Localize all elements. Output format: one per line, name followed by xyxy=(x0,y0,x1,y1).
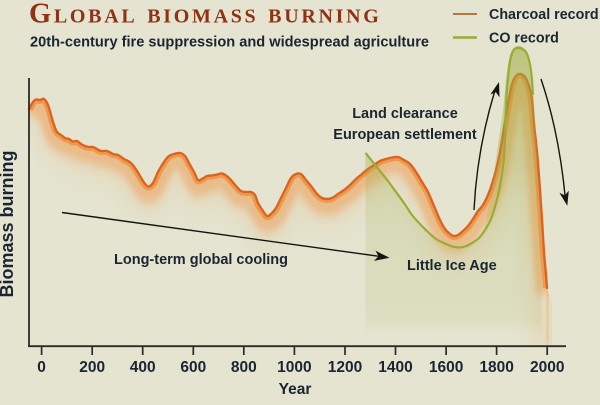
svg-text:2000: 2000 xyxy=(530,359,564,376)
svg-text:400: 400 xyxy=(130,359,156,376)
svg-text:1800: 1800 xyxy=(479,359,513,376)
svg-text:Little Ice Age: Little Ice Age xyxy=(407,258,497,274)
svg-text:1000: 1000 xyxy=(277,359,311,376)
svg-text:Biomass burning: Biomass burning xyxy=(0,150,17,297)
svg-text:CO record: CO record xyxy=(489,31,559,47)
svg-text:European settlement: European settlement xyxy=(333,127,477,143)
svg-text:Land clearance: Land clearance xyxy=(352,106,458,122)
svg-text:0: 0 xyxy=(37,359,46,376)
svg-text:200: 200 xyxy=(79,359,105,376)
svg-text:800: 800 xyxy=(231,359,257,376)
svg-text:Long-term global cooling: Long-term global cooling xyxy=(114,252,288,268)
svg-text:600: 600 xyxy=(180,359,206,376)
svg-text:1200: 1200 xyxy=(328,359,362,376)
svg-text:Charcoal record: Charcoal record xyxy=(489,7,599,23)
svg-text:1400: 1400 xyxy=(378,359,412,376)
svg-text:1600: 1600 xyxy=(429,359,463,376)
svg-text:Year: Year xyxy=(279,381,312,398)
svg-text:Global biomass burning: Global biomass burning xyxy=(29,0,382,30)
svg-text:20th-century fire suppression: 20th-century fire suppression and widesp… xyxy=(30,35,429,51)
